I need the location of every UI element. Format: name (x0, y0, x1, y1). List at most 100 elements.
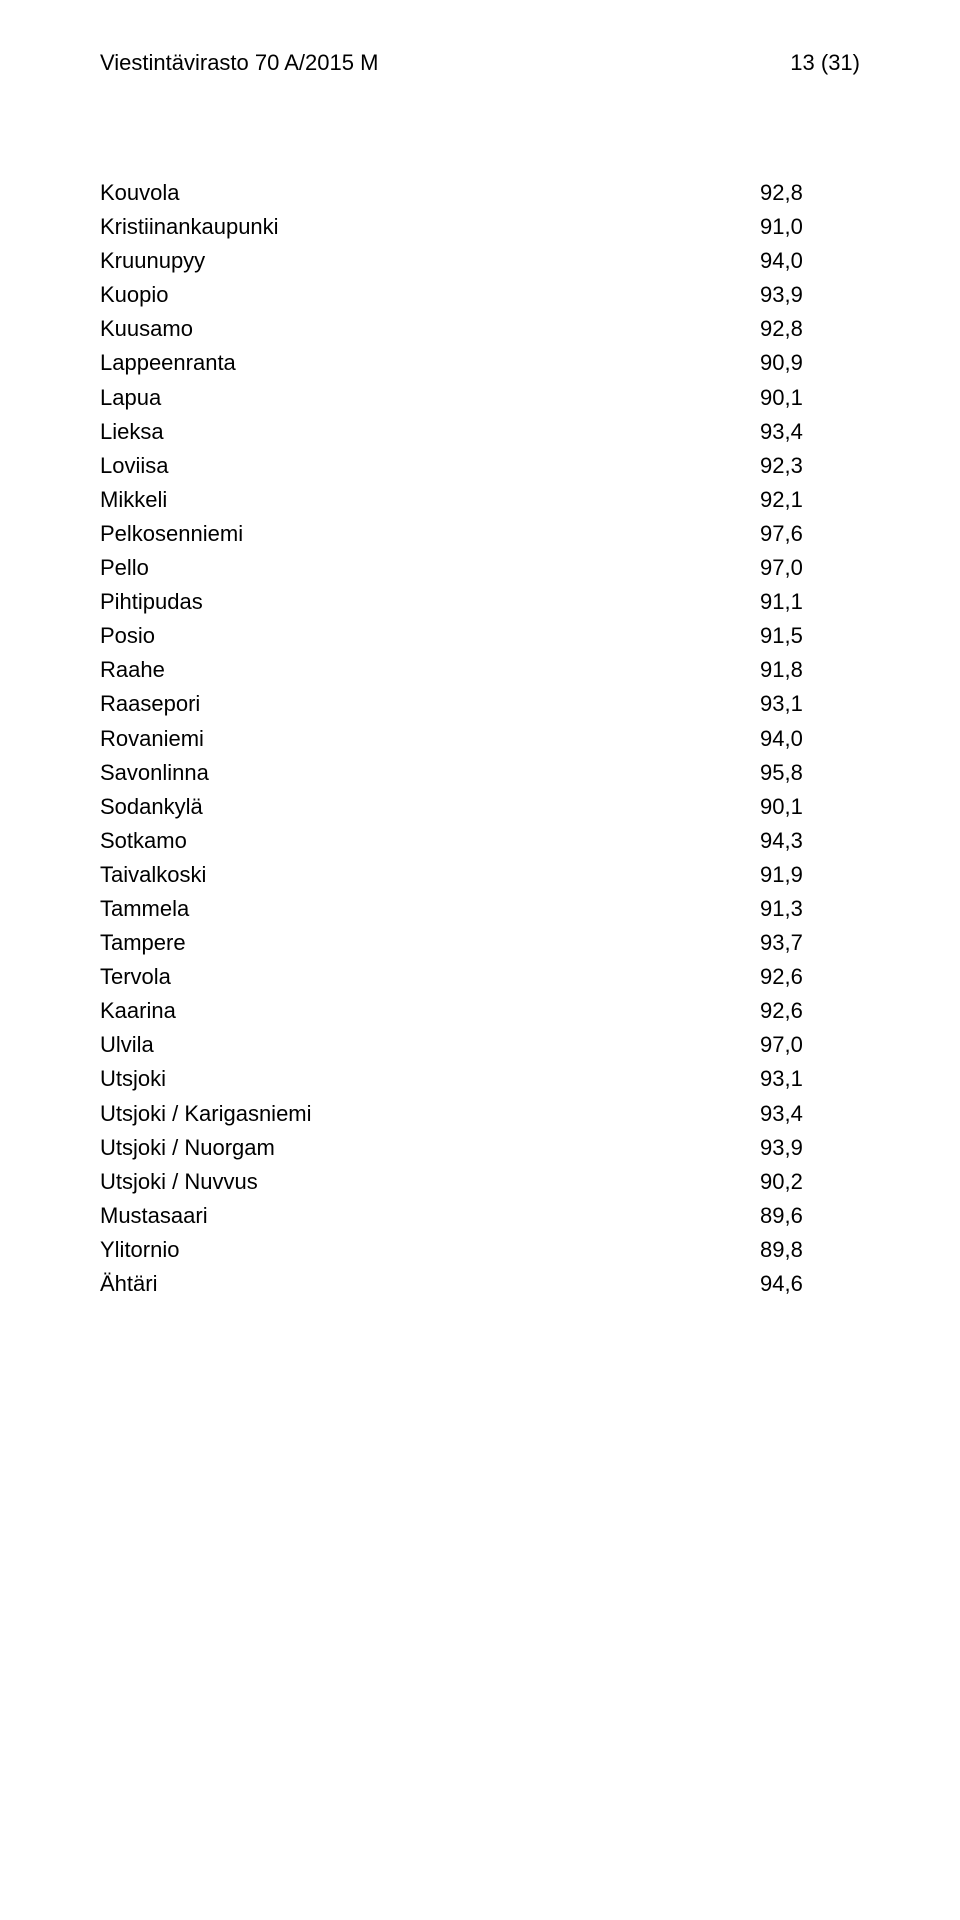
city-name: Utsjoki / Nuvvus (100, 1165, 760, 1199)
table-row: Kuusamo92,8 (100, 312, 860, 346)
city-value: 97,0 (760, 551, 860, 585)
header-title: Viestintävirasto 70 A/2015 M (100, 50, 378, 76)
city-name: Kuusamo (100, 312, 760, 346)
city-value: 93,9 (760, 1131, 860, 1165)
city-name: Posio (100, 619, 760, 653)
city-value: 91,1 (760, 585, 860, 619)
table-row: Raasepori93,1 (100, 687, 860, 721)
table-row: Kuopio93,9 (100, 278, 860, 312)
city-value: 93,9 (760, 278, 860, 312)
city-value: 94,3 (760, 824, 860, 858)
table-row: Pihtipudas91,1 (100, 585, 860, 619)
table-row: Pelkosenniemi97,6 (100, 517, 860, 551)
table-row: Tampere93,7 (100, 926, 860, 960)
city-name: Raahe (100, 653, 760, 687)
city-value: 93,4 (760, 1097, 860, 1131)
city-value: 91,3 (760, 892, 860, 926)
city-name: Utsjoki (100, 1062, 760, 1096)
city-value: 90,2 (760, 1165, 860, 1199)
city-name: Tammela (100, 892, 760, 926)
table-row: Mikkeli92,1 (100, 483, 860, 517)
city-value: 93,4 (760, 415, 860, 449)
table-row: Utsjoki / Karigasniemi93,4 (100, 1097, 860, 1131)
page-header: Viestintävirasto 70 A/2015 M 13 (31) (100, 50, 860, 76)
table-row: Sotkamo94,3 (100, 824, 860, 858)
city-name: Lieksa (100, 415, 760, 449)
table-row: Utsjoki93,1 (100, 1062, 860, 1096)
city-value: 89,8 (760, 1233, 860, 1267)
city-value: 89,6 (760, 1199, 860, 1233)
city-name: Sodankylä (100, 790, 760, 824)
city-name: Lapua (100, 381, 760, 415)
city-value: 90,1 (760, 381, 860, 415)
city-name: Kaarina (100, 994, 760, 1028)
city-value: 91,9 (760, 858, 860, 892)
city-name: Ulvila (100, 1028, 760, 1062)
page-number: 13 (31) (790, 50, 860, 76)
city-name: Sotkamo (100, 824, 760, 858)
table-row: Pello97,0 (100, 551, 860, 585)
city-value: 91,5 (760, 619, 860, 653)
city-value: 90,9 (760, 346, 860, 380)
table-row: Utsjoki / Nuvvus90,2 (100, 1165, 860, 1199)
city-value: 97,6 (760, 517, 860, 551)
city-value: 97,0 (760, 1028, 860, 1062)
city-name: Utsjoki / Karigasniemi (100, 1097, 760, 1131)
city-value: 94,0 (760, 722, 860, 756)
city-value: 94,0 (760, 244, 860, 278)
city-name: Lappeenranta (100, 346, 760, 380)
city-value: 93,1 (760, 687, 860, 721)
table-row: Utsjoki / Nuorgam93,9 (100, 1131, 860, 1165)
table-row: Kristiinankaupunki91,0 (100, 210, 860, 244)
city-name: Pihtipudas (100, 585, 760, 619)
city-value: 91,8 (760, 653, 860, 687)
table-row: Sodankylä90,1 (100, 790, 860, 824)
table-row: Raahe91,8 (100, 653, 860, 687)
table-row: Mustasaari89,6 (100, 1199, 860, 1233)
city-value: 92,6 (760, 960, 860, 994)
table-row: Tervola92,6 (100, 960, 860, 994)
table-row: Taivalkoski91,9 (100, 858, 860, 892)
table-row: Ähtäri94,6 (100, 1267, 860, 1301)
city-name: Kristiinankaupunki (100, 210, 760, 244)
city-name: Pello (100, 551, 760, 585)
city-name: Loviisa (100, 449, 760, 483)
city-name: Kuopio (100, 278, 760, 312)
city-name: Kruunupyy (100, 244, 760, 278)
table-row: Posio91,5 (100, 619, 860, 653)
city-name: Tervola (100, 960, 760, 994)
city-name: Taivalkoski (100, 858, 760, 892)
table-row: Ulvila97,0 (100, 1028, 860, 1062)
city-name: Mustasaari (100, 1199, 760, 1233)
table-row: Tammela91,3 (100, 892, 860, 926)
city-value: 92,8 (760, 312, 860, 346)
table-row: Rovaniemi94,0 (100, 722, 860, 756)
city-name: Utsjoki / Nuorgam (100, 1131, 760, 1165)
table-row: Lapua90,1 (100, 381, 860, 415)
city-value: 91,0 (760, 210, 860, 244)
table-row: Savonlinna95,8 (100, 756, 860, 790)
city-value: 92,6 (760, 994, 860, 1028)
table-row: Kruunupyy94,0 (100, 244, 860, 278)
city-name: Kouvola (100, 176, 760, 210)
city-name: Raasepori (100, 687, 760, 721)
city-name: Pelkosenniemi (100, 517, 760, 551)
table-row: Kaarina92,6 (100, 994, 860, 1028)
city-name: Ylitornio (100, 1233, 760, 1267)
city-value: 90,1 (760, 790, 860, 824)
city-value: 92,8 (760, 176, 860, 210)
city-name: Tampere (100, 926, 760, 960)
city-name: Mikkeli (100, 483, 760, 517)
city-value: 92,3 (760, 449, 860, 483)
table-row: Lappeenranta90,9 (100, 346, 860, 380)
city-value: 92,1 (760, 483, 860, 517)
city-value: 93,7 (760, 926, 860, 960)
city-value: 94,6 (760, 1267, 860, 1301)
city-value: 95,8 (760, 756, 860, 790)
city-name: Savonlinna (100, 756, 760, 790)
table-row: Loviisa92,3 (100, 449, 860, 483)
table-row: Ylitornio89,8 (100, 1233, 860, 1267)
table-row: Kouvola92,8 (100, 176, 860, 210)
city-name: Rovaniemi (100, 722, 760, 756)
city-value: 93,1 (760, 1062, 860, 1096)
